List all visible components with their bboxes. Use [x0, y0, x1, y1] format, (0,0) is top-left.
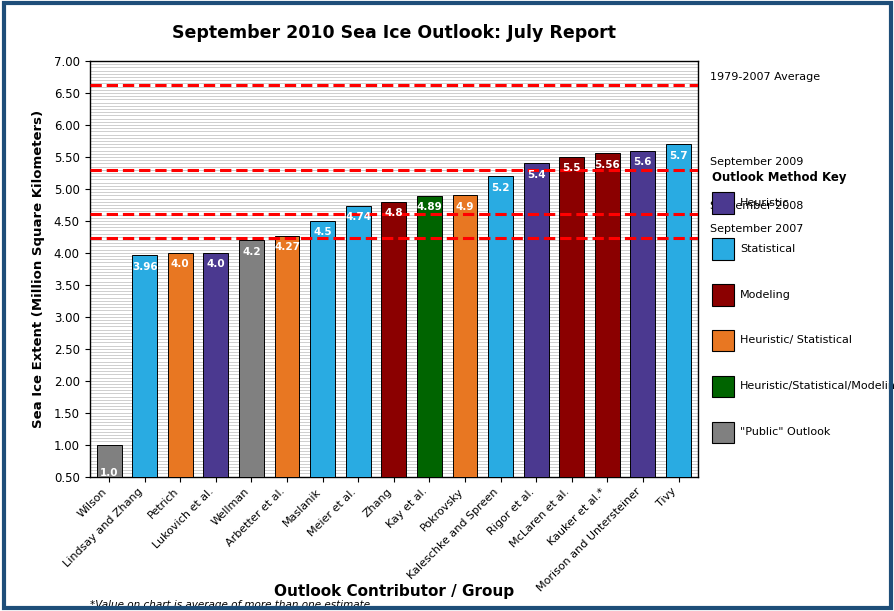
Text: Outlook Method Key: Outlook Method Key: [711, 171, 845, 184]
Bar: [203, 253, 228, 508]
Text: 5.2: 5.2: [491, 183, 510, 192]
Bar: [381, 202, 406, 508]
Text: 4.27: 4.27: [274, 242, 299, 252]
Text: 5.56: 5.56: [594, 159, 620, 170]
Bar: [452, 196, 477, 508]
Bar: [665, 144, 690, 508]
Text: Statistical: Statistical: [739, 244, 795, 254]
Bar: [132, 255, 157, 508]
Text: September 2009: September 2009: [709, 156, 802, 167]
Text: 1.0: 1.0: [100, 469, 118, 478]
Text: September 2010 Sea Ice Outlook: July Report: September 2010 Sea Ice Outlook: July Rep…: [172, 24, 615, 42]
Bar: [417, 196, 442, 508]
Text: September 2008: September 2008: [709, 201, 802, 211]
Text: 4.74: 4.74: [345, 212, 371, 222]
Bar: [487, 176, 512, 508]
Text: 5.4: 5.4: [527, 170, 544, 180]
Text: "Public" Outlook: "Public" Outlook: [739, 427, 830, 437]
Text: Heuristic/Statistical/Modeling: Heuristic/Statistical/Modeling: [739, 381, 894, 391]
Text: Heuristic: Heuristic: [739, 198, 789, 208]
Text: September 2007: September 2007: [709, 224, 802, 235]
Text: 4.8: 4.8: [384, 208, 402, 218]
Bar: [559, 157, 584, 508]
Text: 5.5: 5.5: [561, 164, 580, 174]
Bar: [345, 205, 370, 508]
Bar: [629, 150, 654, 508]
Bar: [274, 236, 299, 508]
Bar: [167, 253, 192, 508]
Text: 4.0: 4.0: [171, 259, 190, 269]
Text: 4.5: 4.5: [313, 227, 332, 238]
Text: Heuristic/ Statistical: Heuristic/ Statistical: [739, 335, 851, 345]
Text: 4.89: 4.89: [416, 202, 442, 213]
Text: 5.6: 5.6: [633, 157, 652, 167]
Text: 5.7: 5.7: [669, 151, 687, 161]
Bar: [310, 221, 334, 508]
Text: Modeling: Modeling: [739, 290, 790, 299]
Text: *Value on chart is average of more than one estimate: *Value on chart is average of more than …: [89, 600, 369, 610]
Bar: [595, 153, 620, 508]
Text: 4.2: 4.2: [242, 247, 260, 257]
Bar: [239, 240, 264, 508]
Text: 1979-2007 Average: 1979-2007 Average: [709, 71, 819, 82]
Text: 4.9: 4.9: [455, 202, 474, 212]
Text: 4.0: 4.0: [207, 259, 225, 269]
Bar: [97, 445, 122, 508]
Bar: [523, 163, 548, 508]
Text: 3.96: 3.96: [131, 262, 157, 272]
Y-axis label: Sea Ice Extent (Million Square Kilometers): Sea Ice Extent (Million Square Kilometer…: [32, 110, 46, 428]
Text: Outlook Contributor / Group: Outlook Contributor / Group: [274, 584, 513, 599]
